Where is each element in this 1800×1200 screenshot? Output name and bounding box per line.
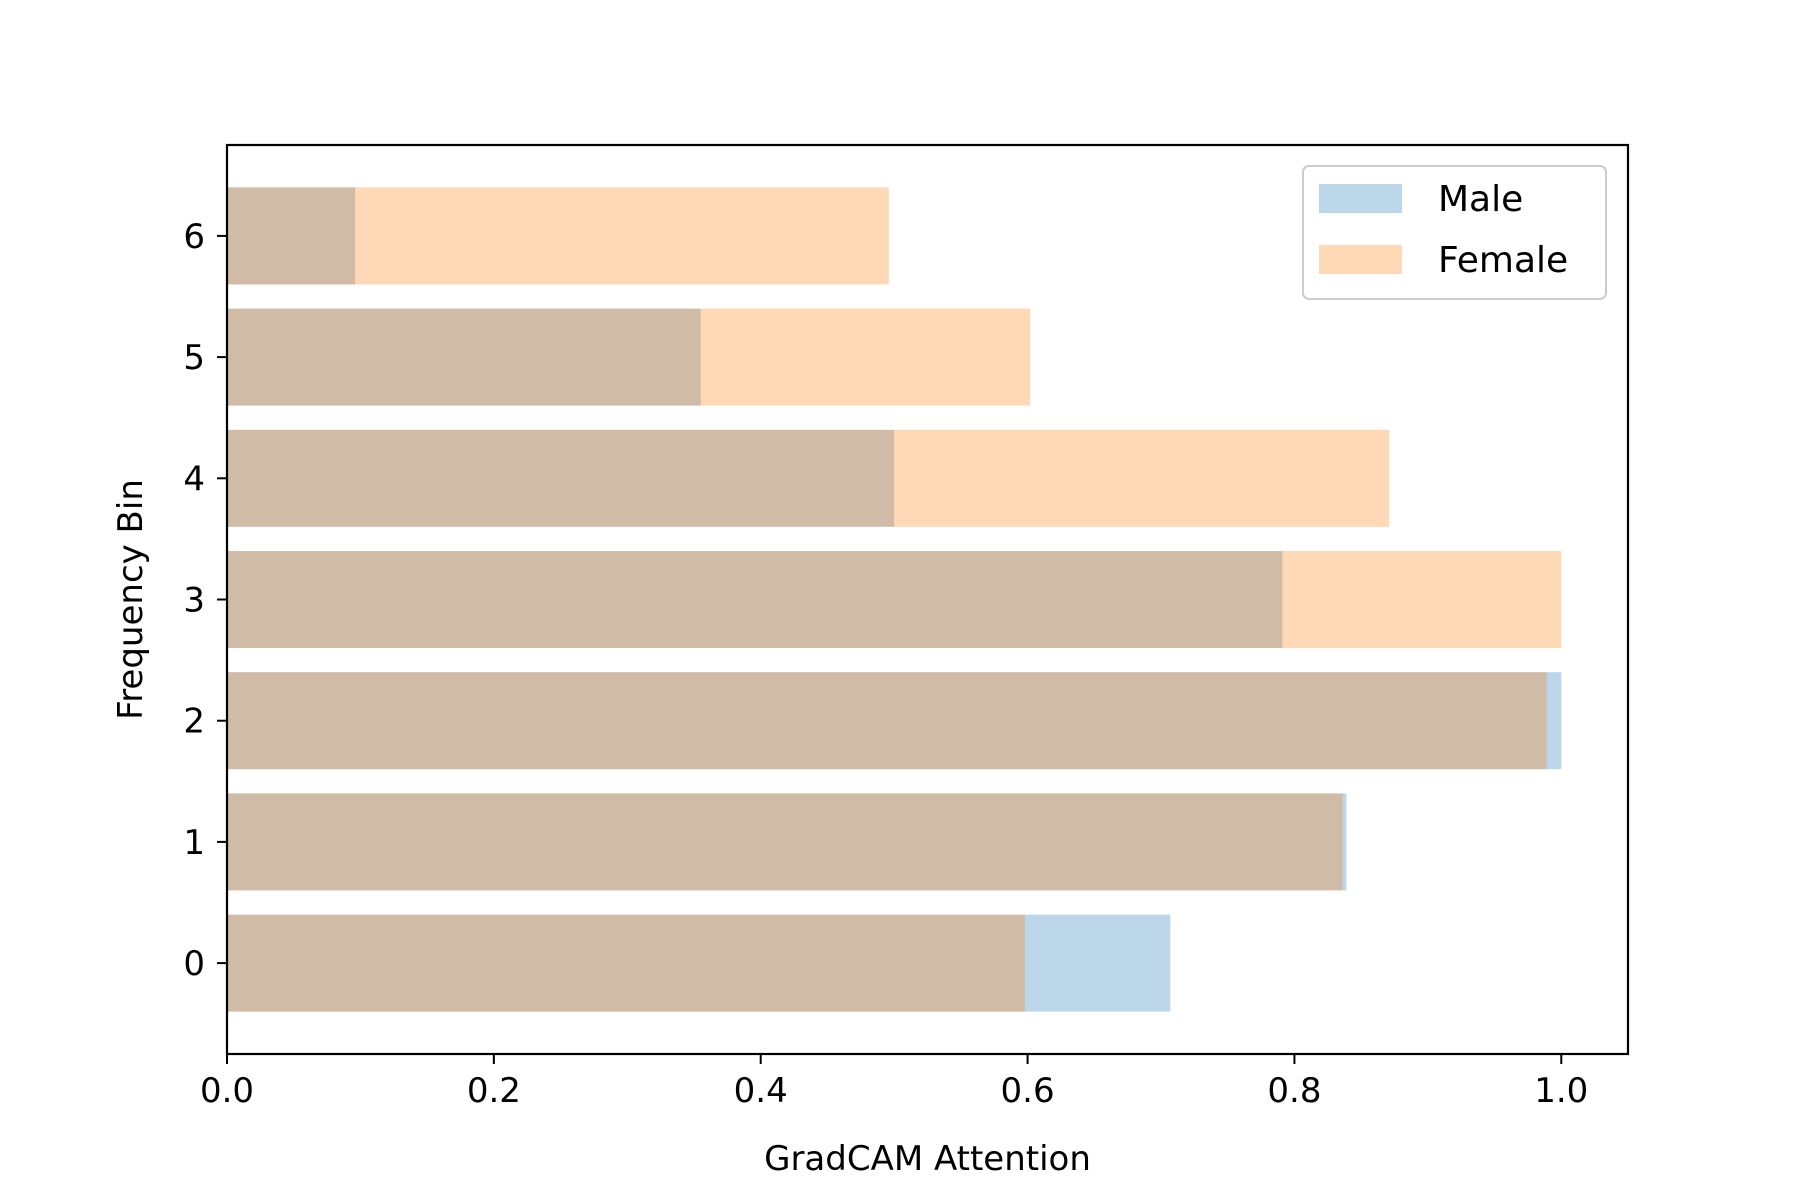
bar-female-5: [227, 308, 1031, 406]
y-tick-label: 2: [183, 702, 205, 742]
x-tick-label: 0.0: [200, 1071, 254, 1111]
bar-female-1: [227, 793, 1343, 891]
bar-male-3: [227, 551, 1283, 648]
legend-swatch-female: [1319, 245, 1402, 274]
y-tick-label: 0: [183, 944, 205, 984]
x-tick-label: 1.0: [1534, 1071, 1588, 1111]
bar-male-1: [227, 793, 1347, 891]
bar-female-3: [227, 551, 1562, 648]
bars-layer: [227, 187, 1562, 1012]
x-tick-label: 0.8: [1267, 1071, 1321, 1111]
x-tick-label: 0.2: [467, 1071, 521, 1111]
legend-label-male: Male: [1438, 179, 1523, 220]
x-axis-label: GradCAM Attention: [764, 1139, 1091, 1179]
legend: Male Female: [1302, 165, 1607, 300]
y-tick-label: 6: [183, 217, 205, 257]
bar-female-6: [227, 187, 889, 285]
plot-frame: [225, 143, 1630, 1056]
x-tick-label: 0.6: [1001, 1071, 1055, 1111]
bar-male-0: [227, 914, 1171, 1012]
y-tick-label: 4: [183, 459, 205, 499]
bar-male-2: [227, 672, 1562, 770]
bar-female-2: [227, 672, 1547, 770]
legend-box: [1302, 165, 1607, 300]
y-tick-label: 5: [183, 338, 205, 378]
legend-label-female: Female: [1438, 240, 1568, 281]
x-tick-label: 0.4: [734, 1071, 788, 1111]
y-tick-label: 3: [183, 581, 205, 621]
ticks-layer: 0.0 0.2 0.4 0.6 0.8 1.0 0 1 2 3 4 5 6: [183, 217, 1588, 1111]
bar-male-5: [227, 308, 701, 406]
legend-swatch-male: [1319, 184, 1402, 213]
y-tick-label: 1: [183, 823, 205, 863]
y-axis-label: Frequency Bin: [111, 479, 151, 720]
bar-female-4: [227, 429, 1390, 527]
bar-female-0: [227, 914, 1025, 1012]
bar-male-4: [227, 429, 895, 527]
bar-male-6: [227, 187, 356, 285]
